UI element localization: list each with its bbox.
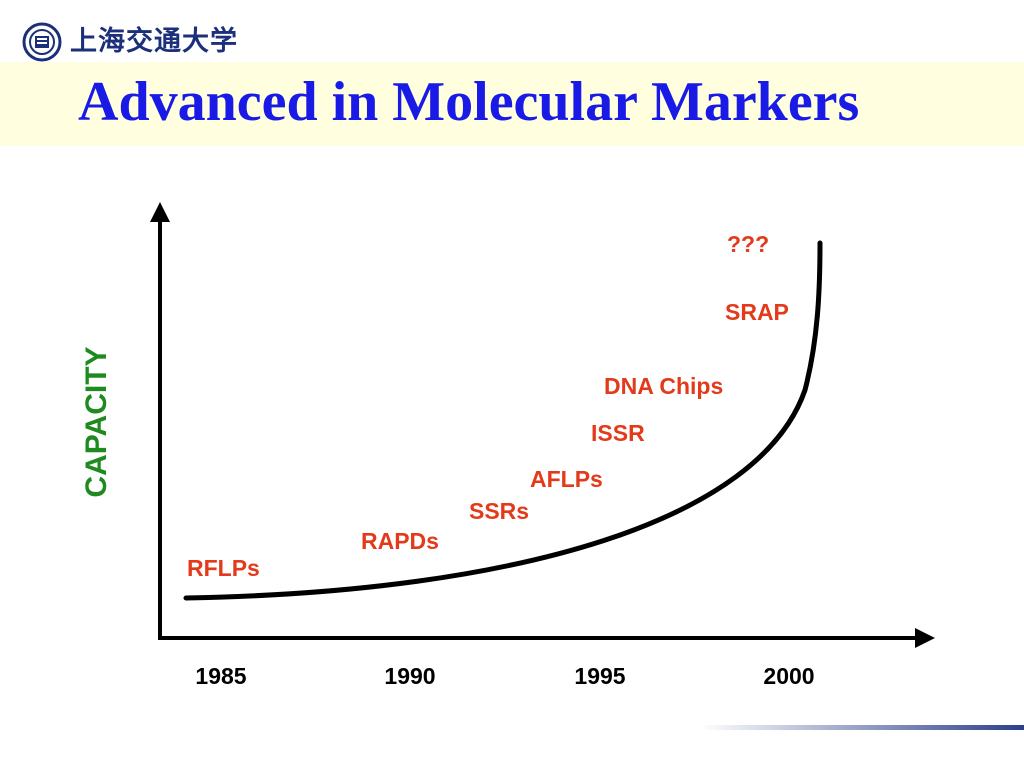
footer-divider — [700, 725, 1024, 730]
label-unknown: ??? — [727, 231, 769, 257]
university-name: 上海交通大学 — [70, 26, 238, 57]
label-rflps: RFLPs — [187, 555, 260, 581]
university-logo: 上海交通大学 — [22, 22, 238, 62]
page-title: Advanced in Molecular Markers — [78, 71, 860, 133]
label-rapds: RAPDs — [361, 528, 439, 554]
label-aflps: AFLPs — [530, 466, 603, 492]
university-seal-icon — [22, 22, 62, 62]
growth-curve — [183, 240, 823, 601]
label-ssrs: SSRs — [469, 498, 529, 524]
label-srap: SRAP — [725, 299, 789, 325]
x-tick-1990: 1990 — [384, 663, 435, 689]
label-dna-chips: DNA Chips — [604, 373, 723, 399]
x-tick-2000: 2000 — [763, 663, 814, 689]
title-bar — [0, 62, 1024, 146]
label-issr: ISSR — [591, 420, 645, 446]
x-tick-1985: 1985 — [195, 663, 246, 689]
x-tick-1995: 1995 — [574, 663, 625, 689]
